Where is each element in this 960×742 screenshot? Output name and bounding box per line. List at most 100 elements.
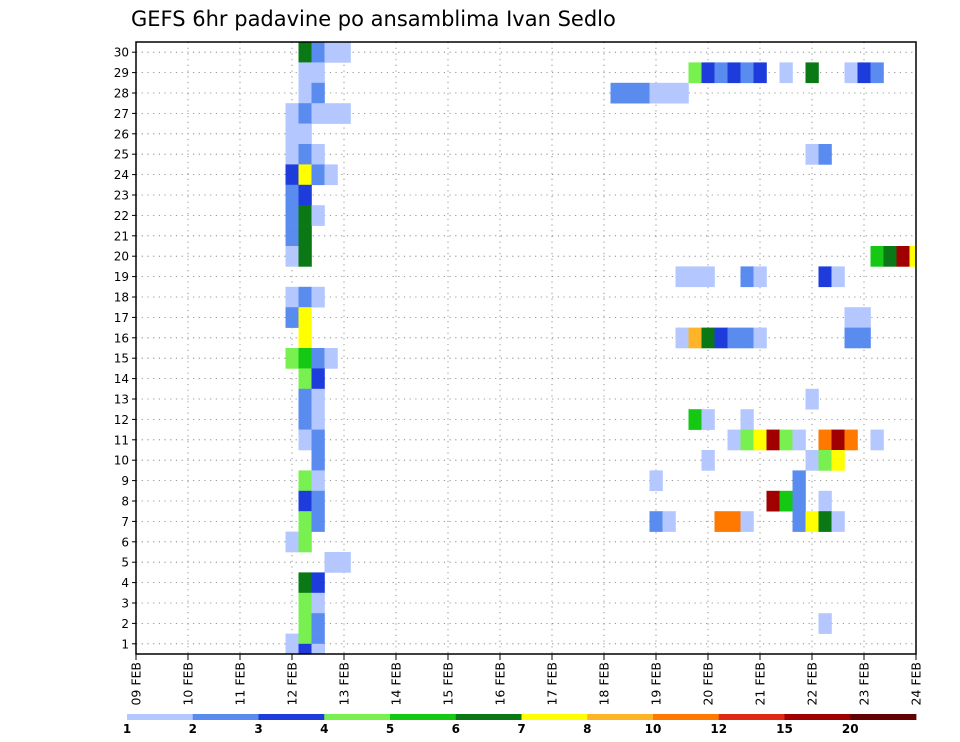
precip-cell bbox=[298, 123, 312, 145]
y-tick-label: 16 bbox=[114, 331, 129, 345]
precip-cell bbox=[818, 429, 832, 451]
precip-cell bbox=[285, 286, 299, 308]
precip-cell bbox=[337, 552, 351, 573]
y-tick-label: 20 bbox=[114, 250, 129, 264]
precip-cell bbox=[662, 82, 676, 104]
precip-cell bbox=[844, 429, 858, 451]
precip-cell bbox=[805, 388, 819, 410]
precip-cell bbox=[753, 429, 767, 451]
precip-cell bbox=[831, 511, 845, 532]
precip-cell bbox=[298, 409, 312, 430]
precip-cell bbox=[714, 327, 728, 349]
precip-cell bbox=[324, 103, 338, 124]
y-tick-label: 17 bbox=[114, 311, 129, 325]
colorbar-swatch bbox=[521, 714, 588, 720]
precip-cell bbox=[714, 511, 728, 532]
precip-cell bbox=[298, 205, 312, 226]
y-axis-ticks: 1234567891011121314151617181920212223242… bbox=[114, 46, 136, 651]
precip-cell bbox=[870, 62, 884, 84]
precip-cell bbox=[740, 327, 754, 349]
colorbar-label: 12 bbox=[710, 722, 727, 736]
precip-cell bbox=[298, 327, 312, 349]
precip-cell bbox=[285, 164, 299, 186]
precip-cell bbox=[727, 327, 741, 349]
precip-cell bbox=[324, 552, 338, 573]
colorbar-swatch bbox=[390, 714, 457, 720]
precip-cell bbox=[285, 205, 299, 226]
precip-cell bbox=[753, 62, 767, 84]
precip-cell bbox=[740, 62, 754, 84]
precip-cell bbox=[298, 42, 312, 63]
precip-cell bbox=[311, 368, 325, 390]
precip-cell bbox=[831, 266, 845, 288]
precip-cell bbox=[623, 82, 637, 104]
precip-cell bbox=[298, 164, 312, 186]
precip-cell bbox=[285, 123, 299, 145]
precip-cell bbox=[753, 266, 767, 288]
precip-cell bbox=[727, 511, 741, 532]
x-tick-label: 18 FEB bbox=[597, 662, 612, 706]
x-tick-label: 15 FEB bbox=[441, 662, 456, 706]
x-tick-label: 20 FEB bbox=[701, 662, 716, 706]
y-tick-label: 29 bbox=[114, 66, 129, 80]
y-tick-label: 18 bbox=[114, 291, 129, 305]
precip-cell bbox=[844, 307, 858, 328]
precip-cell bbox=[285, 144, 299, 165]
y-tick-label: 2 bbox=[121, 617, 129, 631]
precip-cell bbox=[857, 307, 871, 328]
precip-cell bbox=[337, 103, 351, 124]
precip-cell bbox=[753, 327, 767, 349]
precip-cell bbox=[311, 592, 325, 614]
precip-cell bbox=[818, 613, 832, 634]
precip-cell bbox=[298, 348, 312, 369]
precip-cell bbox=[285, 246, 299, 267]
precip-cell bbox=[740, 409, 754, 430]
precip-cell bbox=[662, 511, 676, 532]
precip-cell bbox=[324, 348, 338, 369]
precip-cell bbox=[285, 225, 299, 247]
y-tick-label: 3 bbox=[121, 597, 129, 611]
precip-cell bbox=[805, 511, 819, 532]
precip-cell bbox=[311, 643, 325, 655]
precip-cell bbox=[870, 429, 884, 451]
precip-cell bbox=[324, 164, 338, 186]
colorbar-label: 4 bbox=[320, 722, 328, 736]
precip-cell bbox=[298, 572, 312, 594]
colorbar-swatch bbox=[784, 714, 851, 720]
x-tick-label: 09 FEB bbox=[129, 662, 144, 706]
precip-cell bbox=[688, 327, 702, 349]
precip-cell bbox=[792, 429, 806, 451]
precip-cell bbox=[298, 286, 312, 308]
precip-cell bbox=[610, 82, 624, 104]
precip-cell bbox=[792, 470, 806, 492]
precip-cell bbox=[805, 450, 819, 471]
precip-cell bbox=[740, 511, 754, 532]
precip-cell bbox=[870, 246, 884, 267]
colorbar-label: 10 bbox=[645, 722, 662, 736]
precip-cell bbox=[701, 62, 715, 84]
chart-title: GEFS 6hr padavine po ansamblima Ivan Sed… bbox=[131, 7, 616, 31]
precip-cell bbox=[311, 511, 325, 532]
y-tick-label: 22 bbox=[114, 209, 129, 223]
precip-cell bbox=[324, 42, 338, 63]
precip-cell bbox=[857, 327, 871, 349]
precip-cell bbox=[844, 62, 858, 84]
colorbar-label: 8 bbox=[583, 722, 591, 736]
colorbar-swatch bbox=[258, 714, 325, 720]
colorbar-swatch bbox=[455, 714, 522, 720]
precip-cell bbox=[857, 62, 871, 84]
precip-cell bbox=[298, 246, 312, 267]
precip-cell bbox=[649, 82, 663, 104]
precip-cell bbox=[311, 429, 325, 451]
precip-cell bbox=[311, 572, 325, 594]
precip-cell bbox=[675, 82, 689, 104]
colorbar-label: 20 bbox=[842, 722, 859, 736]
precip-cell bbox=[896, 246, 910, 267]
x-tick-label: 19 FEB bbox=[649, 662, 664, 706]
precip-cell bbox=[285, 184, 299, 206]
precip-cell bbox=[844, 327, 858, 349]
precip-cell bbox=[779, 490, 793, 512]
precip-cell bbox=[818, 490, 832, 512]
y-tick-label: 19 bbox=[114, 270, 129, 284]
precip-cell bbox=[311, 348, 325, 369]
